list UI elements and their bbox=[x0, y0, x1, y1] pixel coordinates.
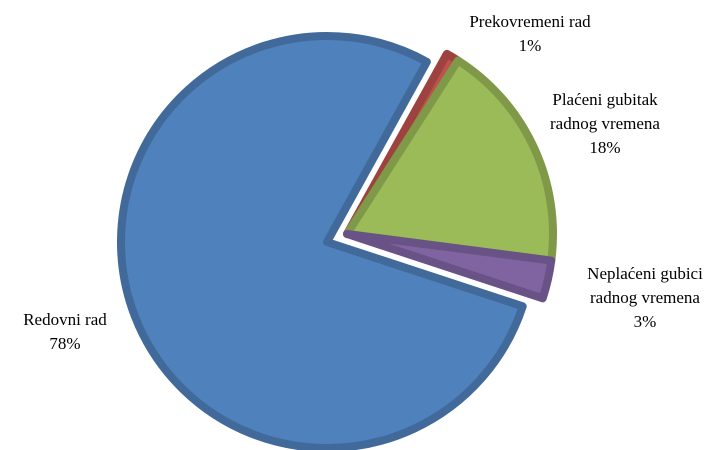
pie-slice bbox=[117, 32, 527, 450]
value-label: 18% bbox=[589, 138, 621, 157]
category-label: Neplaćeni gubici radnog vremena bbox=[587, 264, 703, 307]
pie-slice bbox=[343, 56, 557, 265]
category-label: Plaćeni gubitak radnog vremena bbox=[550, 90, 660, 133]
slice-label: Redovni rad 78% bbox=[0, 308, 130, 356]
value-label: 1% bbox=[518, 36, 542, 55]
slice-label: Neplaćeni gubici radnog vremena 3% bbox=[565, 262, 725, 334]
category-label: Redovni rad bbox=[23, 310, 107, 329]
value-label: 78% bbox=[49, 334, 81, 353]
slice-label: Prekovremeni rad 1% bbox=[450, 10, 610, 58]
category-label: Prekovremeni rad bbox=[469, 12, 591, 31]
slice-label: Plaćeni gubitak radnog vremena 18% bbox=[530, 88, 680, 160]
value-label: 3% bbox=[633, 312, 657, 331]
pie-slice bbox=[343, 230, 556, 303]
